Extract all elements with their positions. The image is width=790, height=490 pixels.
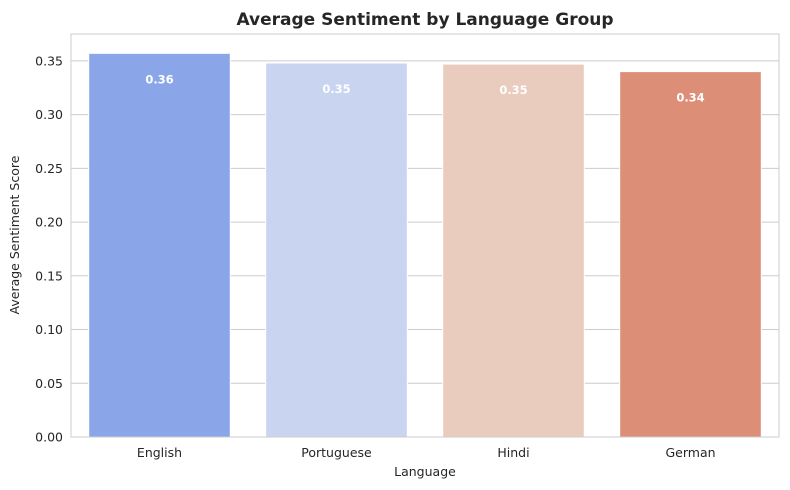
chart-title: Average Sentiment by Language Group [236, 10, 613, 30]
y-tick-label: 0.15 [35, 268, 63, 283]
y-axis-label: Average Sentiment Score [7, 155, 22, 314]
data-labels: 0.36 0.35 0.35 0.34 [145, 72, 704, 104]
y-tick-label: 0.35 [35, 53, 63, 68]
bar-german [619, 71, 762, 438]
x-tick-label: Hindi [497, 445, 529, 460]
bar-english [88, 52, 231, 438]
y-tick-label: 0.25 [35, 161, 63, 176]
y-tick-labels: 0.00 0.05 0.10 0.15 0.20 0.25 0.30 0.35 [35, 53, 63, 444]
y-tick-label: 0.05 [35, 376, 63, 391]
plot-frame [70, 33, 780, 438]
data-label-english: 0.36 [145, 72, 173, 86]
y-tick-label: 0.20 [35, 215, 63, 230]
data-label-german: 0.34 [676, 91, 704, 105]
x-tick-label: German [665, 445, 715, 460]
x-tick-label: Portuguese [301, 445, 372, 460]
x-tick-label: English [137, 445, 182, 460]
data-label-portuguese: 0.35 [322, 82, 350, 96]
y-tick-label: 0.00 [35, 430, 63, 445]
bar-hindi [442, 63, 585, 438]
y-tick-label: 0.30 [35, 107, 63, 122]
x-tick-labels: English Portuguese Hindi German [137, 445, 716, 460]
y-tick-label: 0.10 [35, 322, 63, 337]
data-label-hindi: 0.35 [499, 83, 527, 97]
bars [88, 52, 762, 438]
bar-portuguese [265, 62, 408, 438]
x-axis-label: Language [394, 464, 456, 479]
